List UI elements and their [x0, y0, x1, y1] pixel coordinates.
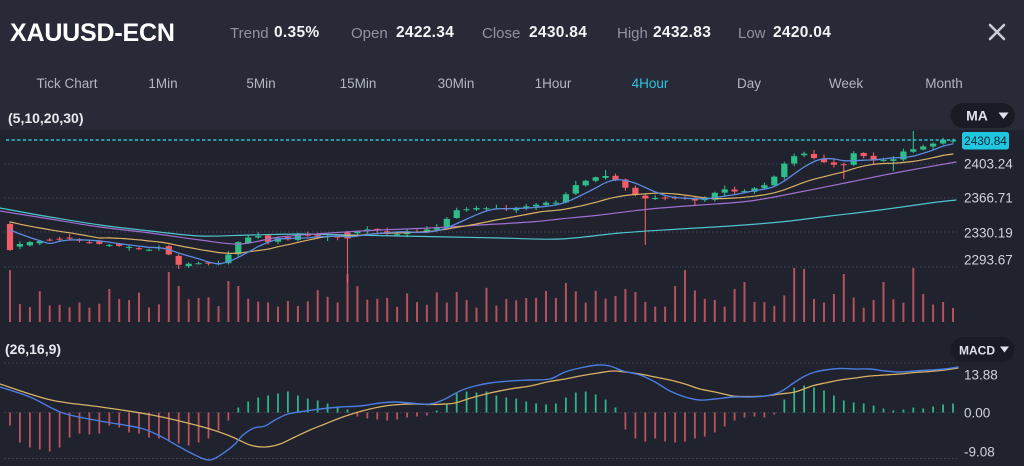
- svg-text:(26,16,9): (26,16,9): [5, 341, 61, 357]
- svg-text:2366.71: 2366.71: [964, 191, 1013, 206]
- svg-text:13.88: 13.88: [964, 368, 998, 383]
- svg-text:(5,10,20,30): (5,10,20,30): [8, 110, 84, 126]
- svg-text:-9.08: -9.08: [964, 445, 995, 460]
- svg-text:MA: MA: [966, 108, 988, 124]
- svg-text:2430.84: 2430.84: [964, 134, 1007, 148]
- svg-text:2330.19: 2330.19: [964, 226, 1013, 241]
- svg-text:2403.24: 2403.24: [964, 157, 1013, 172]
- svg-text:2293.67: 2293.67: [964, 253, 1013, 268]
- svg-text:MACD: MACD: [959, 344, 995, 358]
- svg-text:0.00: 0.00: [964, 406, 990, 421]
